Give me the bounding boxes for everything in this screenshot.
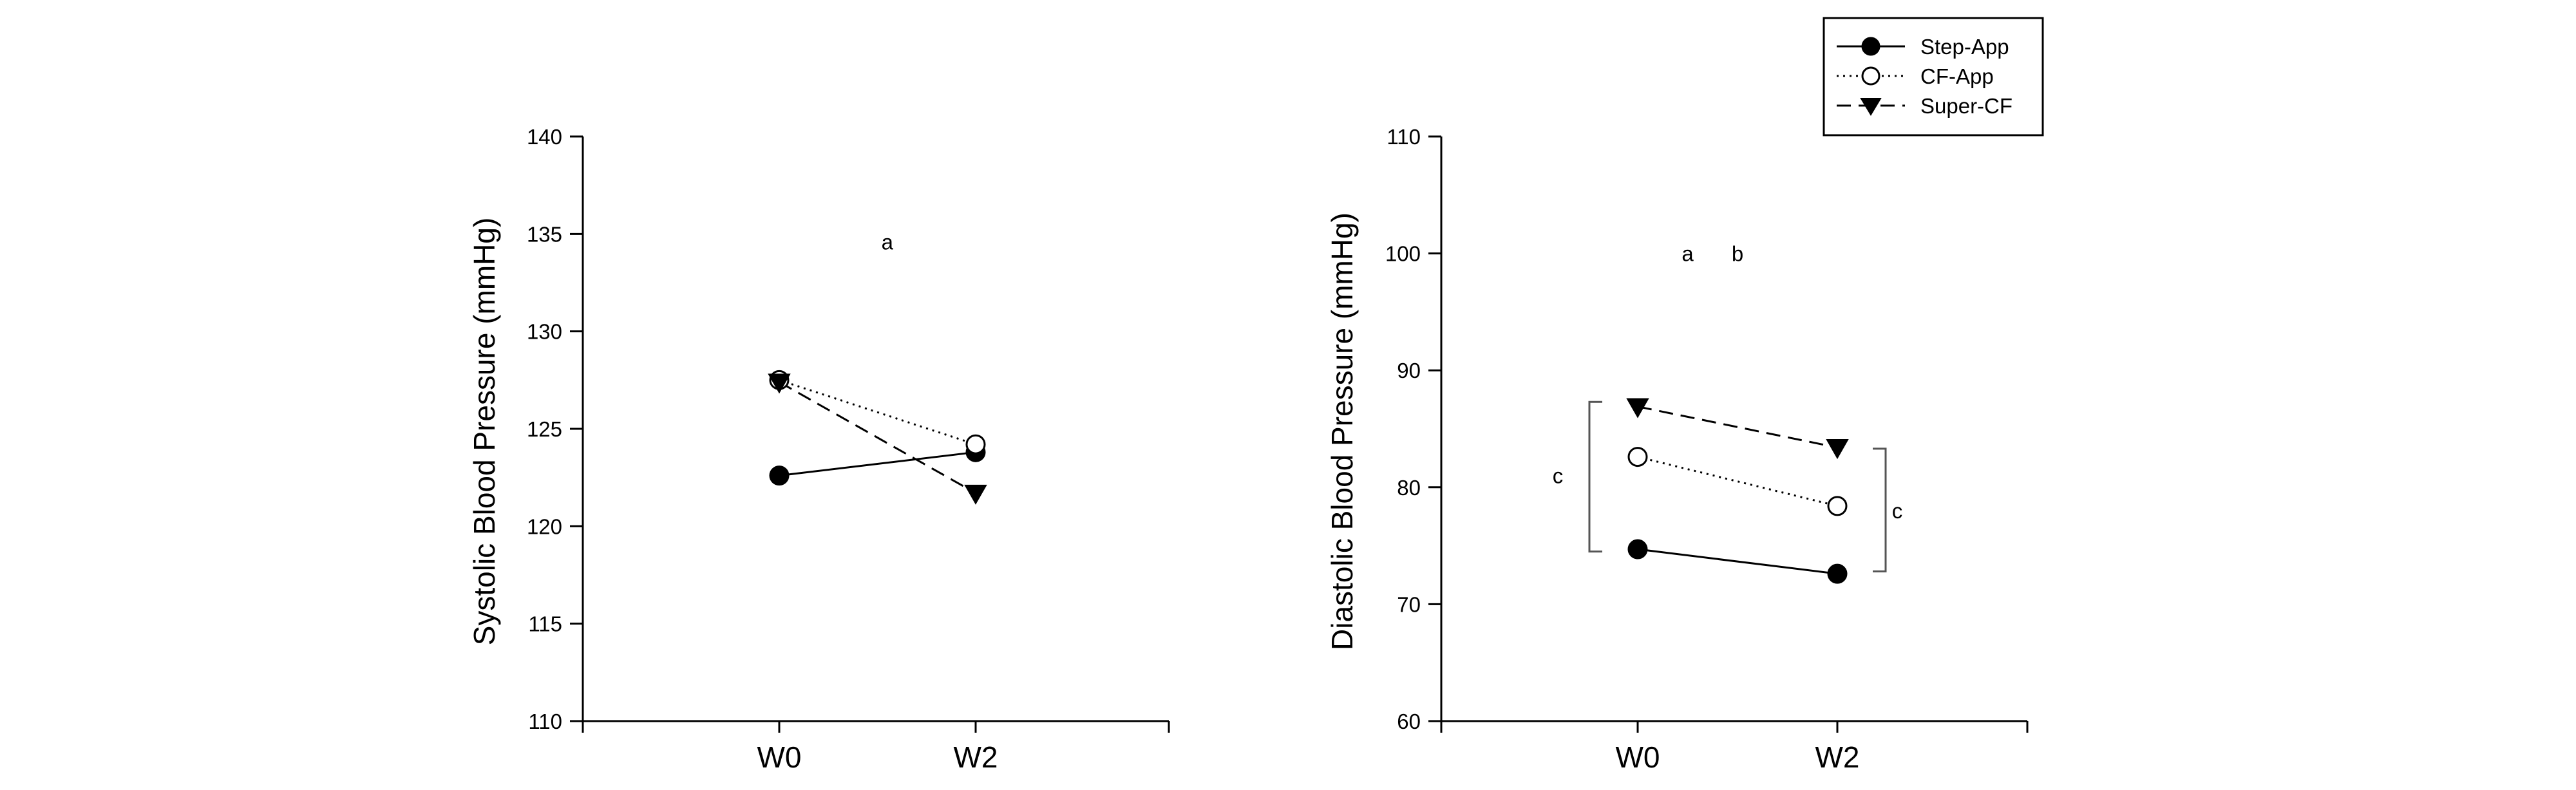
point-step-app bbox=[769, 466, 790, 486]
x-tick-label: W0 bbox=[757, 740, 802, 774]
y-axis-title: Systolic Blood Pressure (mmHg) bbox=[468, 218, 501, 646]
x-tick-label: W2 bbox=[954, 740, 998, 774]
legend: Step-App CF-App Super-CF bbox=[1823, 17, 2044, 136]
point-cf-app bbox=[1627, 447, 1648, 467]
y-tick-label: 135 bbox=[527, 222, 562, 246]
series-line-cf-app bbox=[1637, 456, 1838, 507]
legend-marker-super-cf bbox=[1860, 98, 1882, 116]
y-tick-label: 110 bbox=[528, 710, 562, 733]
annotation-label: b bbox=[1732, 242, 1743, 266]
series-line-super-cf bbox=[1637, 406, 1838, 449]
series-line-step-app bbox=[779, 451, 976, 477]
legend-entry-step-app: Step-App bbox=[1837, 35, 2009, 59]
y-tick-label: 70 bbox=[1397, 592, 1421, 616]
y-tick-label: 60 bbox=[1397, 710, 1421, 733]
legend-entry-super-cf: Super-CF bbox=[1837, 94, 2012, 118]
y-tick-label: 90 bbox=[1397, 359, 1421, 382]
legend-marker-cf-app bbox=[1861, 66, 1880, 86]
point-cf-app bbox=[965, 434, 986, 455]
y-tick-label: 115 bbox=[528, 612, 562, 636]
systolic-chart: Systolic Blood Pressure (mmHg) 110 115 120… bbox=[468, 125, 1170, 774]
annotation-label: c bbox=[1892, 499, 1903, 523]
legend-label-step-app: Step-App bbox=[1920, 35, 2009, 59]
series-line-super-cf bbox=[779, 381, 976, 494]
y-tick-label: 120 bbox=[527, 514, 562, 538]
diastolic-chart: Diastolic Blood Pressure (mmHg) 60 70 80 90… bbox=[1325, 125, 2029, 774]
legend-label-super-cf: Super-CF bbox=[1920, 94, 2012, 118]
y-tick-label: 130 bbox=[527, 320, 562, 344]
point-super-cf bbox=[1826, 439, 1849, 460]
y-tick-label: 100 bbox=[1385, 242, 1421, 266]
point-super-cf bbox=[768, 373, 791, 394]
point-step-app bbox=[1627, 539, 1648, 560]
x-tick-label: W2 bbox=[1815, 740, 1860, 774]
point-step-app bbox=[1827, 563, 1848, 584]
legend-entry-cf-app: CF-App bbox=[1837, 64, 1994, 88]
point-super-cf bbox=[1626, 398, 1649, 419]
y-axis-title: Diastolic Blood Pressure (mmHg) bbox=[1325, 212, 1359, 650]
y-tick-label: 140 bbox=[527, 125, 562, 149]
legend-label-cf-app: CF-App bbox=[1920, 64, 1994, 88]
annotation-label: a bbox=[1681, 242, 1694, 266]
point-cf-app bbox=[1827, 496, 1848, 516]
series-line-step-app bbox=[1637, 548, 1838, 575]
legend-marker-step-app bbox=[1861, 37, 1880, 56]
annotation-label: a bbox=[882, 230, 894, 254]
bracket bbox=[1588, 400, 1602, 553]
series-line-cf-app bbox=[779, 379, 976, 446]
annotation-label: c bbox=[1553, 464, 1564, 488]
x-tick-label: W0 bbox=[1616, 740, 1660, 774]
y-tick-label: 125 bbox=[527, 417, 562, 441]
y-tick-label: 110 bbox=[1387, 125, 1421, 149]
y-tick-label: 80 bbox=[1397, 476, 1421, 500]
point-super-cf bbox=[964, 484, 987, 505]
legend-box bbox=[1823, 17, 2044, 136]
bracket bbox=[1873, 447, 1887, 573]
